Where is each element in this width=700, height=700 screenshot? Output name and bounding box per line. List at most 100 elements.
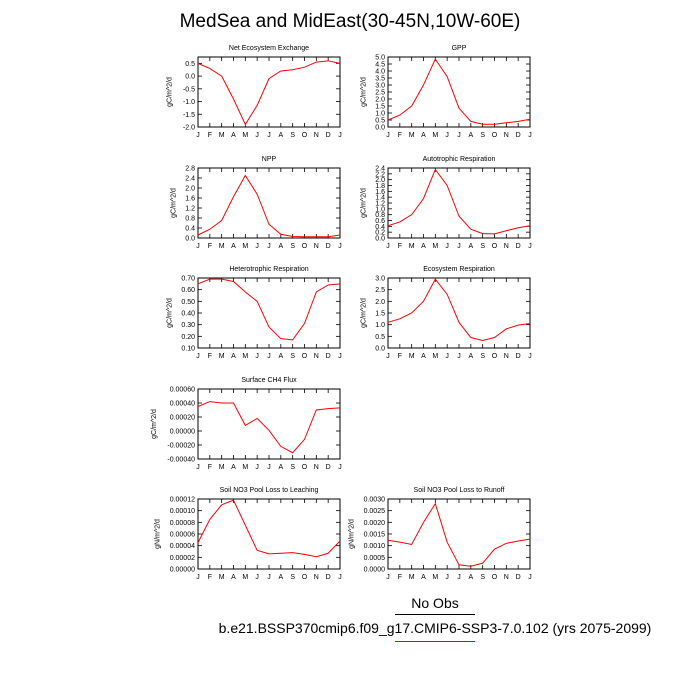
series-line <box>387 502 531 567</box>
chart-panel-gpp: GPP J F M A M J J A S O N D J 0.0 0.5 1.0 1.5 2.0 2.5 3.0 3.… <box>360 45 531 140</box>
y-tick-label: -0.5 <box>183 86 195 93</box>
y-tick-label: 0.0030 <box>364 497 386 504</box>
y-axis-label: gC/m^2/d <box>360 77 367 107</box>
chart-svg: J F M A M J J A S O N D J0.00.51.01.52.02.53.03.54.0… <box>360 55 531 140</box>
x-tick-label: D <box>326 353 331 360</box>
x-tick-label: J <box>457 353 461 360</box>
x-tick-label: A <box>278 574 283 581</box>
x-tick-label: J <box>445 243 449 250</box>
x-tick-label: A <box>421 574 426 581</box>
x-tick-label: D <box>516 574 521 581</box>
y-axis-label: gC/m^2/d <box>170 188 177 218</box>
x-tick-label: J <box>445 353 449 360</box>
x-tick-label: J <box>255 353 258 360</box>
y-tick-label: 0.0010 <box>364 543 386 550</box>
y-tick-label: 0.5 <box>185 61 195 68</box>
plot-frame <box>197 277 341 349</box>
y-tick-label: 3.5 <box>375 76 385 83</box>
chart-title: NPP <box>261 156 277 163</box>
chart-svg: J F M A M J J A S O N D J-0.00040-0.000200.000000.00… <box>151 387 342 472</box>
x-tick-label: N <box>314 243 319 250</box>
x-tick-label: N <box>504 132 509 139</box>
y-tick-label: 0.00040 <box>170 401 195 408</box>
y-tick-label: 1.2 <box>375 201 385 208</box>
y-tick-label: 0.0 <box>185 74 195 81</box>
y-tick-label: 0.0 <box>375 236 385 243</box>
x-tick-label: A <box>468 132 473 139</box>
x-tick-label: F <box>208 353 212 360</box>
x-tick-label: J <box>338 243 342 250</box>
x-tick-label: J <box>445 132 449 139</box>
y-tick-label: 2.0 <box>375 97 385 104</box>
x-tick-label: F <box>208 243 212 250</box>
x-tick-label: S <box>290 464 295 471</box>
y-tick-label: 0.70 <box>181 276 195 283</box>
x-tick-label: O <box>302 574 308 581</box>
page-title: MedSea and MidEast(30-45N,10W-60E) <box>179 11 521 32</box>
x-tick-label: O <box>302 243 308 250</box>
x-tick-label: M <box>242 353 248 360</box>
y-tick-label: 0.20 <box>181 334 195 341</box>
y-tick-label: 0.30 <box>181 322 195 329</box>
y-tick-label: 4.5 <box>375 62 385 69</box>
x-tick-label: J <box>267 353 271 360</box>
x-tick-label: F <box>398 574 402 581</box>
y-axis-label: gC/m^2/d <box>360 298 367 328</box>
series-line <box>197 499 341 558</box>
x-tick-label: A <box>231 132 236 139</box>
chart-title: Surface CH4 Flux <box>241 377 297 384</box>
y-tick-label: 4.0 <box>375 69 385 76</box>
y-tick-label: 1.0 <box>375 111 385 118</box>
y-tick-label: 2.4 <box>375 166 385 173</box>
y-axis-label: gC/m^2/d <box>360 188 367 218</box>
x-tick-label: J <box>338 574 342 581</box>
x-tick-label: J <box>338 132 342 139</box>
x-tick-label: A <box>468 243 473 250</box>
series-line <box>387 58 531 125</box>
x-tick-label: S <box>290 353 295 360</box>
x-tick-label: A <box>278 132 283 139</box>
y-tick-label: 0.00006 <box>170 532 195 539</box>
x-tick-label: J <box>338 353 342 360</box>
x-tick-label: M <box>242 574 248 581</box>
x-tick-label: N <box>504 353 509 360</box>
chart-panel-net-ecosystem-exchange: Net Ecosystem Exchange J F M A M J J A S O N D J 0.5 0… <box>166 45 342 139</box>
x-tick-label: A <box>421 132 426 139</box>
y-tick-label: 0.5 <box>375 334 385 341</box>
x-tick-label: O <box>302 132 308 139</box>
chart-svg: J F M A M J J A S O N D J0.50.0-0.5-1.0-1.5-2.0gC/m^… <box>166 56 342 139</box>
x-tick-label: A <box>278 353 283 360</box>
x-tick-label: N <box>314 574 319 581</box>
y-tick-label: 1.8 <box>375 183 385 190</box>
y-axis-label: gC/m^2/d <box>151 409 158 439</box>
x-tick-label: A <box>468 574 473 581</box>
y-tick-label: 2.5 <box>375 90 385 97</box>
series-line <box>197 401 341 454</box>
x-tick-label: J <box>196 574 200 581</box>
x-tick-label: D <box>326 464 331 471</box>
x-tick-label: N <box>314 132 319 139</box>
y-tick-label: -1.0 <box>183 99 195 106</box>
y-tick-label: 0.00002 <box>170 555 195 562</box>
y-tick-label: 0.10 <box>181 346 195 353</box>
chart-title: Soil NO3 Pool Loss to Leaching <box>219 487 319 494</box>
chart-panel-surface-ch4-flux: Surface CH4 Flux J F M A M J J A S O N D J -0.00040 -0… <box>151 377 342 472</box>
y-tick-label: 0.50 <box>181 299 195 306</box>
x-tick-label: D <box>516 353 521 360</box>
x-tick-label: A <box>421 243 426 250</box>
y-tick-label: 3.0 <box>375 83 385 90</box>
x-tick-label: O <box>492 132 498 139</box>
x-tick-label: M <box>242 243 248 250</box>
chart-title: GPP <box>451 45 467 52</box>
y-axis-label: gN/m^2/d <box>155 519 162 549</box>
x-tick-label: J <box>386 353 390 360</box>
series-line <box>387 168 531 235</box>
x-tick-label: O <box>302 353 308 360</box>
x-tick-label: F <box>398 132 402 139</box>
x-tick-label: D <box>326 574 331 581</box>
x-tick-label: J <box>338 464 342 471</box>
x-tick-label: M <box>219 132 225 139</box>
x-tick-label: A <box>278 243 283 250</box>
y-tick-label: 1.6 <box>375 189 385 196</box>
x-tick-label: A <box>231 464 236 471</box>
